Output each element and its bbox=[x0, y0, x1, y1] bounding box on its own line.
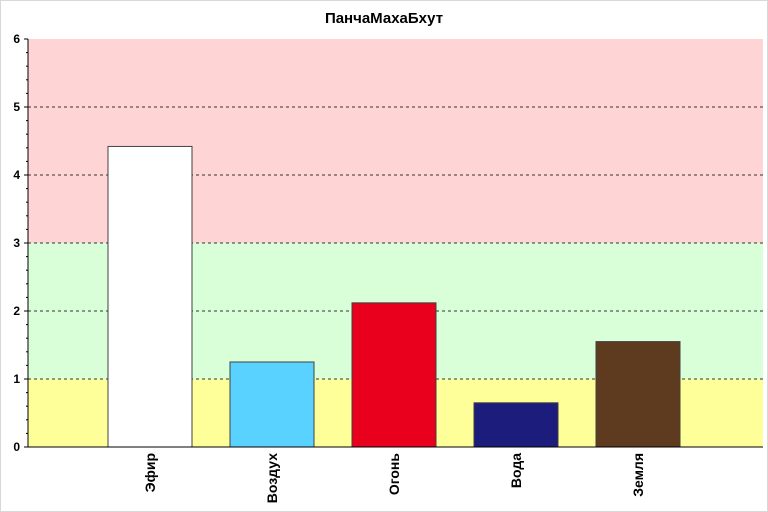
bar-1 bbox=[229, 361, 315, 448]
y-tick-label-0: 0 bbox=[13, 440, 20, 454]
bar-0 bbox=[107, 145, 193, 448]
category-label-0: Эфир bbox=[142, 453, 158, 492]
category-label-3: Вода bbox=[508, 453, 524, 488]
y-tick-label-6: 6 bbox=[13, 32, 20, 46]
bar-4 bbox=[595, 341, 681, 448]
chart-title: ПанчаМахаБхут bbox=[324, 10, 444, 27]
y-tick-label-2: 2 bbox=[13, 304, 20, 318]
category-label-1: Воздух bbox=[264, 453, 280, 503]
y-tick-label-3: 3 bbox=[13, 236, 20, 250]
y-tick-label-1: 1 bbox=[13, 372, 20, 386]
y-tick-label-5: 5 bbox=[13, 100, 20, 114]
y-tick-label-4: 4 bbox=[13, 168, 20, 182]
category-label-2: Огонь bbox=[386, 453, 402, 496]
bar-2 bbox=[351, 302, 437, 448]
category-label-4: Земля bbox=[630, 453, 646, 497]
bar-3 bbox=[473, 402, 559, 448]
